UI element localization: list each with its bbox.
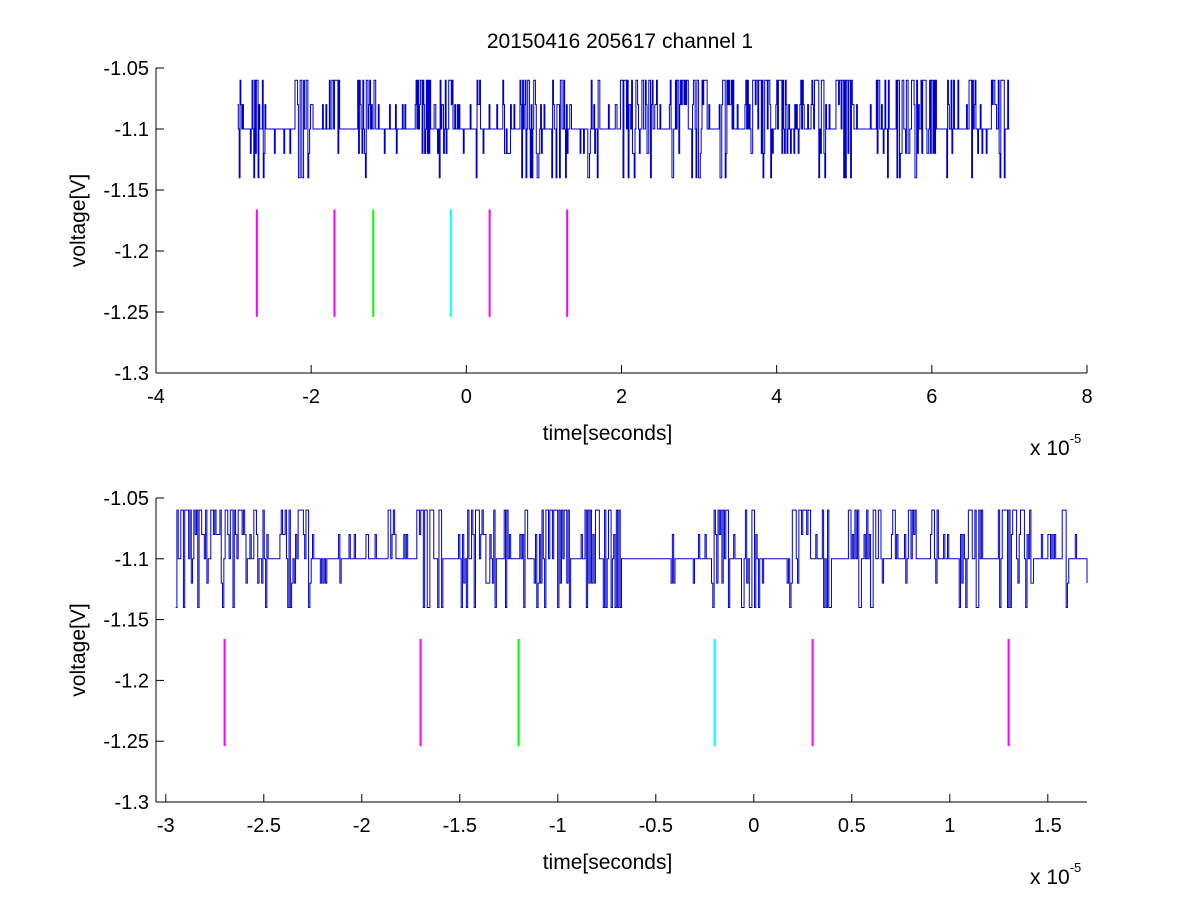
x-tick-label: 6 [926,386,937,408]
x-tick-label: 2 [616,386,627,408]
x-tick-label: -1 [549,815,567,837]
y-tick-label: -1.2 [115,670,149,692]
x-tick-label: 1.5 [1034,815,1062,837]
chart-title: 20150416 205617 channel 1 [487,30,753,53]
x-tick-label: -0.5 [639,815,673,837]
x-tick-label: -1.5 [443,815,477,837]
y-tick-label: -1.2 [115,241,149,263]
y-tick-label: -1.3 [115,792,149,814]
y-tick-label: -1.25 [103,302,149,324]
y-tick-label: -1.3 [115,363,149,385]
y-axis-label: voltage[V] [67,174,90,267]
x-axis-multiplier: x 10-5 [1030,431,1081,460]
bottom-plot: -1.05 -1.1 -1.15 -1.2 -1.25 -1.3 -3 -2.5 -2 -1.5 -… [67,488,1088,889]
x-tick-label: -3 [157,815,175,837]
x-axis-multiplier: x 10-5 [1030,860,1081,889]
x-tick-label: -2 [353,815,371,837]
y-tick-label: -1.25 [103,731,149,753]
x-tick-label: -2.5 [247,815,281,837]
signal-trace [175,509,1088,608]
y-tick-label: -1.15 [103,610,149,632]
y-tick-label: -1.15 [103,180,149,202]
x-tick-label: -4 [147,386,165,408]
y-axis-label: voltage[V] [67,603,90,696]
x-tick-label: -2 [302,386,320,408]
x-tick-label: 4 [771,386,782,408]
signal-trace [237,79,1010,179]
x-tick-label: 8 [1081,386,1092,408]
y-tick-label: -1.1 [115,549,149,571]
y-tick-label: -1.1 [115,119,149,141]
y-tick-label: -1.05 [103,488,149,510]
x-tick-label: 1 [944,815,955,837]
x-axis-label: time[seconds] [543,422,673,445]
y-tick-label: -1.05 [103,58,149,80]
x-tick-label: 0.5 [838,815,866,837]
x-tick-label: 0 [748,815,759,837]
top-plot: -1.05 -1.1 -1.15 -1.2 -1.25 -1.3-4 -2 0 2 4 6 8 time… [67,58,1093,460]
x-tick-label: 0 [461,386,472,408]
x-axis-label: time[seconds] [543,851,673,874]
